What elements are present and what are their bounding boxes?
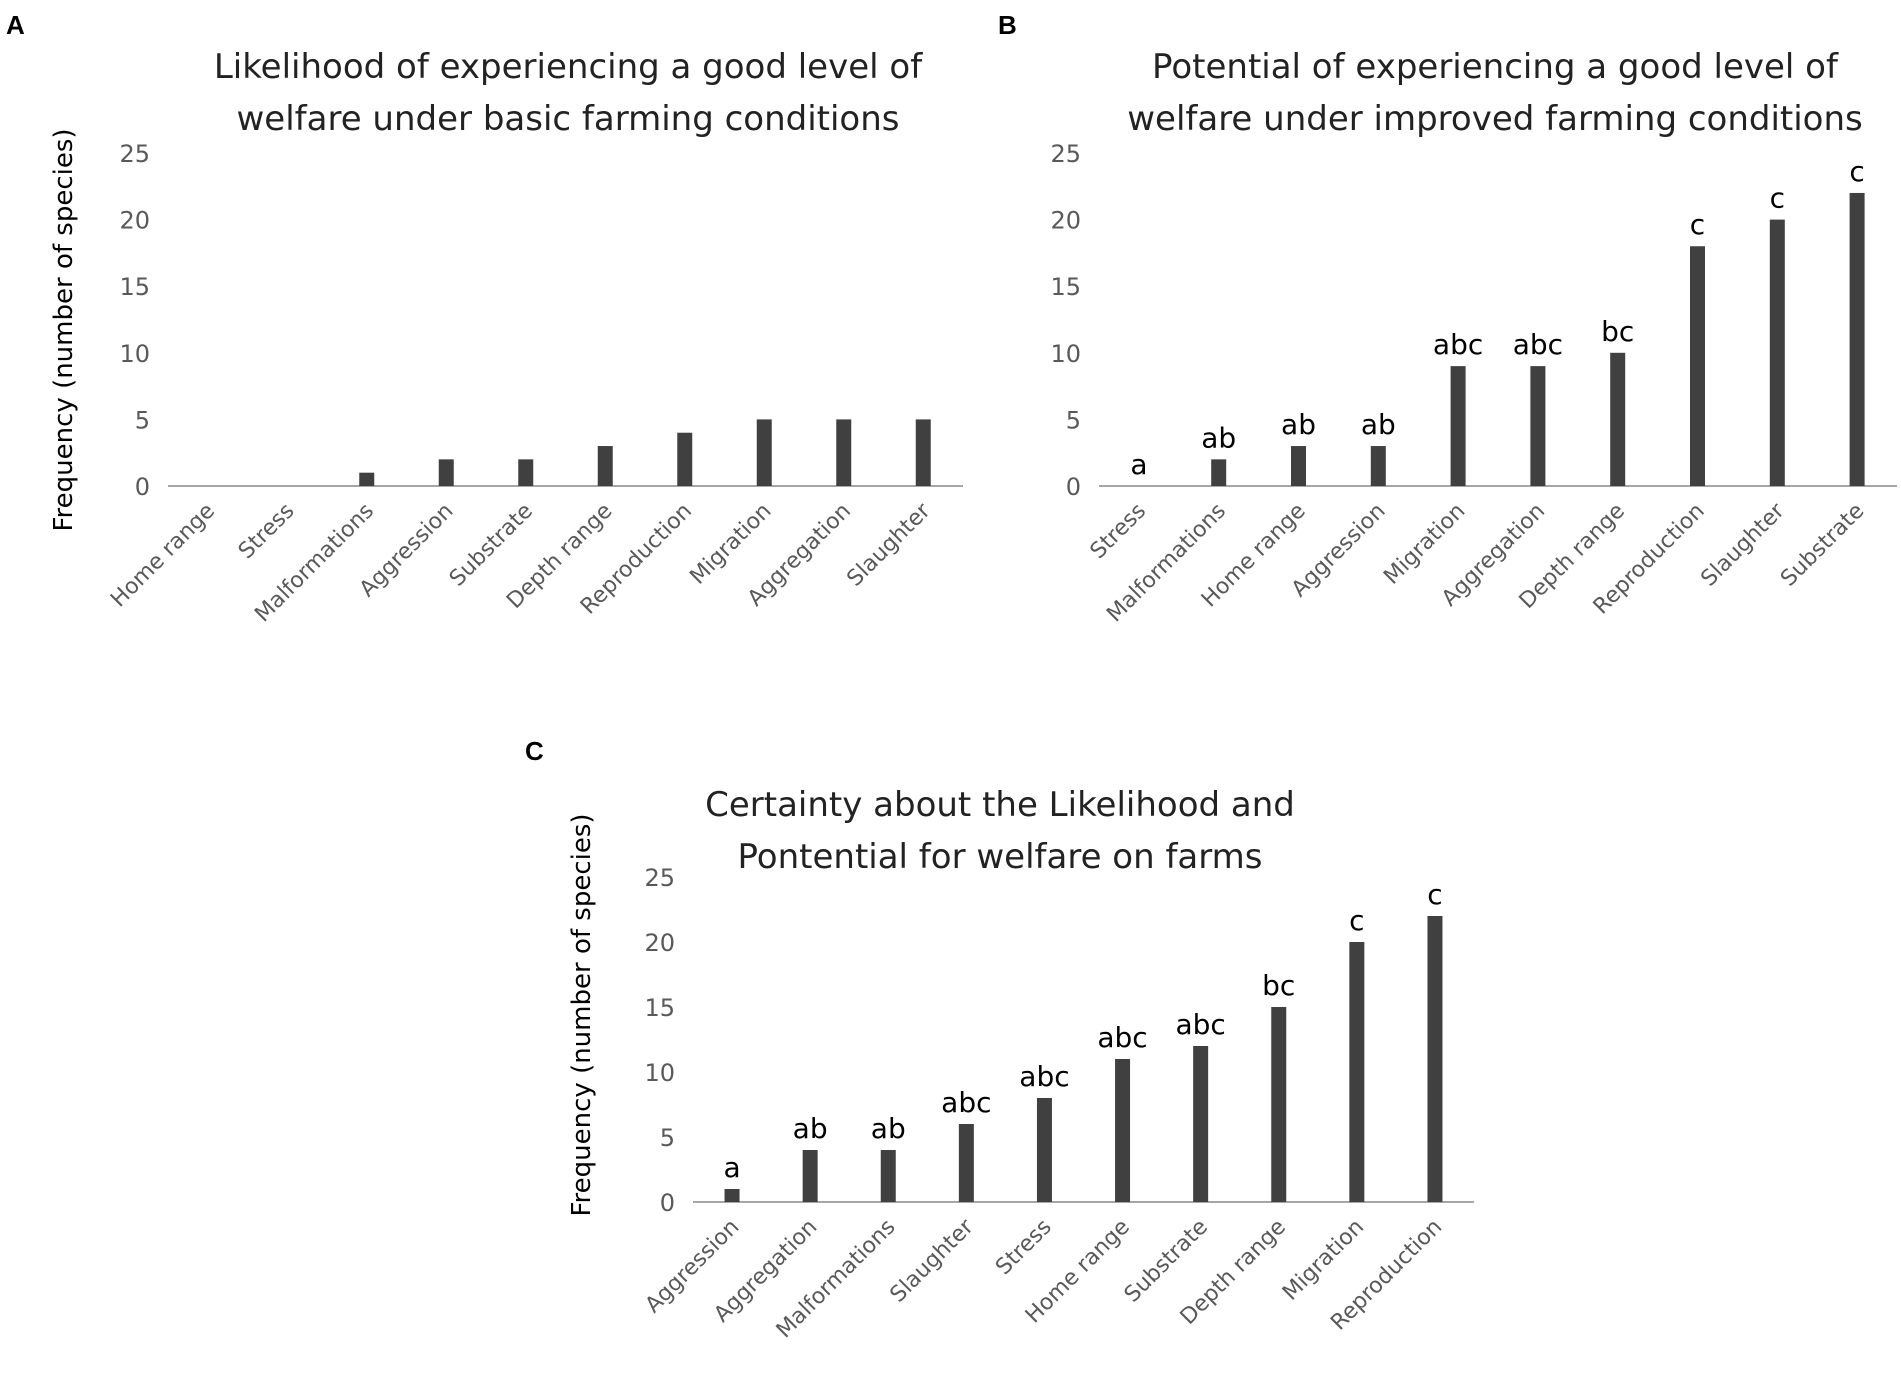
bar-a-4 [518, 459, 534, 486]
sig-label-b-9: c [1849, 155, 1864, 188]
y-tick-label-b-4: 20 [1050, 207, 1081, 235]
y-tick-label-a-2: 10 [119, 340, 150, 368]
bar-a-6 [677, 432, 693, 486]
sig-label-c-9: c [1427, 878, 1442, 911]
bar-c-6 [1193, 1046, 1209, 1202]
sig-label-c-5: abc [1097, 1021, 1147, 1054]
y-tick-label-a-1: 5 [135, 406, 150, 434]
bar-a-9 [915, 419, 931, 486]
y-axis-label-c: Frequency (number of species) [567, 813, 597, 1216]
sig-label-b-6: bc [1601, 315, 1634, 348]
category-label-b-8: Slaughter [1696, 498, 1790, 592]
category-label-b-9: Substrate [1776, 499, 1869, 592]
bar-a-7 [756, 419, 772, 486]
bar-a-2 [359, 472, 375, 486]
sig-label-b-0: a [1130, 448, 1147, 481]
panel-letter-c: C [525, 736, 544, 766]
category-label-a-9: Slaughter [842, 498, 936, 592]
bar-c-8 [1349, 942, 1365, 1202]
bar-c-7 [1271, 1007, 1287, 1202]
bar-b-2 [1291, 446, 1306, 486]
y-tick-label-c-1: 5 [660, 1124, 675, 1152]
y-tick-label-b-2: 10 [1050, 340, 1081, 368]
panel-a: A Likelihood of experiencing a good leve… [6, 10, 963, 627]
bar-a-5 [597, 446, 613, 486]
sig-label-c-7: bc [1262, 969, 1295, 1002]
category-label-c-3: Slaughter [886, 1214, 980, 1308]
category-label-c-4: Stress [991, 1215, 1056, 1280]
sig-label-b-1: ab [1201, 421, 1236, 454]
panel-letter-b: B [998, 10, 1017, 40]
sig-label-c-0: a [723, 1151, 740, 1184]
y-tick-label-c-4: 20 [644, 929, 675, 957]
bar-b-4 [1450, 366, 1466, 486]
sig-label-c-2: ab [871, 1112, 906, 1145]
y-tick-label-b-5: 25 [1050, 140, 1081, 168]
panel-letter-a: A [6, 10, 25, 40]
bar-b-6 [1610, 352, 1626, 486]
bar-a-8 [836, 419, 852, 486]
category-label-a-0: Home range [106, 499, 220, 613]
bar-c-9 [1427, 916, 1443, 1202]
chart-title-b-line1: Potential of experiencing a good level o… [1152, 47, 1839, 87]
chart-title-c-line1: Certainty about the Likelihood and [705, 785, 1295, 825]
bar-c-3 [958, 1124, 974, 1202]
y-tick-label-c-3: 15 [644, 994, 675, 1022]
chart-title-c-line2: Pontential for welfare on farms [738, 837, 1263, 877]
bar-c-1 [802, 1150, 818, 1202]
y-tick-label-c-0: 0 [660, 1189, 675, 1217]
bar-c-4 [1036, 1098, 1052, 1202]
bar-b-3 [1370, 446, 1386, 486]
bar-c-0 [724, 1189, 740, 1202]
chart-title-b-line2: welfare under improved farming condition… [1127, 99, 1863, 139]
axes-c: 0510152025aAggressionabAggregationabMalf… [641, 864, 1474, 1343]
y-tick-label-a-4: 20 [119, 207, 150, 235]
chart-title-a-line1: Likelihood of experiencing a good level … [214, 47, 923, 87]
bar-b-9 [1849, 192, 1865, 486]
category-label-b-0: Stress [1086, 499, 1151, 564]
sig-label-b-2: ab [1281, 408, 1316, 441]
sig-label-c-4: abc [1019, 1060, 1069, 1093]
bar-b-7 [1690, 246, 1705, 486]
panel-c: C Certainty about the Likelihood and Pon… [525, 736, 1474, 1343]
bar-a-3 [438, 459, 454, 486]
y-tick-label-c-5: 25 [644, 864, 675, 892]
sig-label-c-3: abc [941, 1086, 991, 1119]
sig-label-b-5: abc [1513, 328, 1563, 361]
y-tick-label-b-0: 0 [1066, 473, 1081, 501]
bar-b-1 [1211, 459, 1227, 486]
category-label-a-1: Stress [234, 499, 299, 564]
sig-label-b-7: c [1690, 208, 1705, 241]
chart-title-a-line2: welfare under basic farming conditions [237, 99, 900, 139]
sig-label-b-8: c [1770, 182, 1785, 215]
y-tick-label-a-5: 25 [119, 140, 150, 168]
y-tick-label-c-2: 10 [644, 1059, 675, 1087]
bar-b-5 [1530, 366, 1546, 486]
bar-b-8 [1769, 219, 1785, 486]
bar-c-5 [1115, 1059, 1131, 1202]
bar-c-2 [880, 1150, 896, 1202]
y-axis-label-a: Frequency (number of species) [49, 128, 79, 531]
y-tick-label-b-3: 15 [1050, 273, 1081, 301]
sig-label-b-4: abc [1433, 328, 1483, 361]
panel-b: B Potential of experiencing a good level… [998, 10, 1897, 627]
y-tick-label-b-1: 5 [1066, 406, 1081, 434]
sig-label-b-3: ab [1361, 408, 1396, 441]
y-tick-label-a-3: 15 [119, 273, 150, 301]
sig-label-c-1: ab [793, 1112, 828, 1145]
sig-label-c-6: abc [1175, 1008, 1225, 1041]
y-tick-label-a-0: 0 [135, 473, 150, 501]
sig-label-c-8: c [1349, 904, 1364, 937]
